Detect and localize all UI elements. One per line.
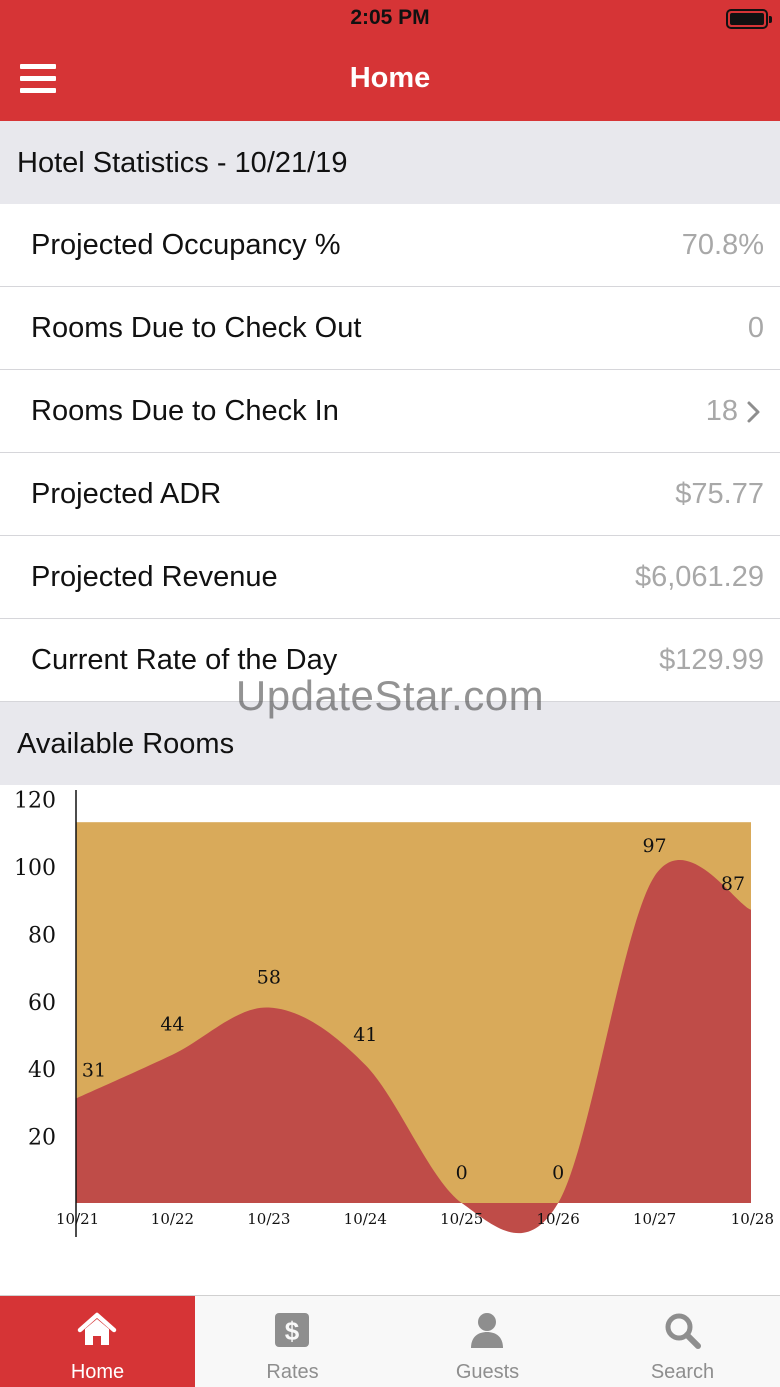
stat-value: $129.99 bbox=[659, 644, 764, 676]
stat-label: Current Rate of the Day bbox=[31, 644, 338, 676]
y-tick-label: 60 bbox=[28, 991, 56, 1016]
x-tick-label: 10/27 bbox=[633, 1210, 676, 1228]
tab-guests[interactable]: Guests bbox=[390, 1296, 585, 1387]
hamburger-menu-icon[interactable] bbox=[20, 64, 56, 94]
stat-row-projected-revenue: Projected Revenue $6,061.29 bbox=[0, 536, 780, 619]
data-label: 58 bbox=[257, 967, 281, 989]
stat-row-current-rate: Current Rate of the Day $129.99 bbox=[0, 619, 780, 702]
tab-label: Search bbox=[650, 1361, 715, 1383]
x-tick-label: 10/24 bbox=[344, 1210, 387, 1228]
tab-rates[interactable]: $ Rates bbox=[195, 1296, 390, 1387]
magnifier-icon bbox=[665, 1313, 701, 1349]
section-header-hotel-statistics: Hotel Statistics - 10/21/19 bbox=[0, 121, 780, 204]
y-tick-label: 120 bbox=[14, 789, 56, 814]
stat-row-rooms-check-out: Rooms Due to Check Out 0 bbox=[0, 287, 780, 370]
data-label: 31 bbox=[82, 1060, 106, 1082]
dollar-icon: $ bbox=[275, 1313, 309, 1347]
x-tick-label: 10/25 bbox=[440, 1210, 483, 1228]
x-tick-label: 10/28 bbox=[731, 1210, 774, 1228]
tab-label: Rates bbox=[266, 1361, 319, 1383]
stat-value: 70.8% bbox=[681, 229, 764, 261]
stat-value: $6,061.29 bbox=[634, 561, 764, 593]
stat-label: Projected ADR bbox=[31, 478, 222, 510]
section-header-label: Hotel Statistics - 10/21/19 bbox=[17, 147, 348, 179]
stat-row-projected-occupancy: Projected Occupancy % 70.8% bbox=[0, 204, 780, 287]
tab-search[interactable]: Search bbox=[585, 1296, 780, 1387]
page-title: Home bbox=[349, 62, 431, 94]
stat-label: Rooms Due to Check In bbox=[31, 395, 339, 427]
data-label: 97 bbox=[642, 835, 666, 857]
navigation-bar: Home bbox=[0, 38, 780, 121]
data-label: 0 bbox=[552, 1162, 564, 1184]
x-tick-label: 10/23 bbox=[247, 1210, 290, 1228]
data-label: 41 bbox=[353, 1024, 377, 1046]
available-rooms-chart: 20 40 60 80 100 120 10/21 10/22 10/23 10/24 10/25 1… bbox=[14, 789, 774, 1237]
stat-row-projected-adr: Projected ADR $75.77 bbox=[0, 453, 780, 536]
battery-icon bbox=[726, 9, 772, 29]
stat-label: Projected Revenue bbox=[31, 561, 278, 593]
x-tick-label: 10/26 bbox=[537, 1210, 580, 1228]
section-header-label: Available Rooms bbox=[17, 728, 235, 760]
person-icon bbox=[471, 1313, 503, 1348]
stat-label: Projected Occupancy % bbox=[31, 229, 341, 261]
stat-value: 0 bbox=[747, 312, 764, 344]
stat-row-rooms-check-in[interactable]: Rooms Due to Check In 18 bbox=[0, 370, 780, 453]
y-tick-label: 80 bbox=[28, 923, 56, 948]
stat-label: Rooms Due to Check Out bbox=[31, 312, 362, 344]
y-tick-label: 40 bbox=[28, 1058, 56, 1083]
x-tick-label: 10/22 bbox=[151, 1210, 194, 1228]
tab-label: Guests bbox=[455, 1361, 520, 1383]
data-label: 0 bbox=[456, 1162, 468, 1184]
tab-home[interactable]: Home bbox=[0, 1296, 195, 1387]
data-label: 44 bbox=[160, 1014, 184, 1036]
status-bar: 2:05 PM bbox=[0, 0, 780, 38]
y-tick-label: 100 bbox=[14, 856, 56, 881]
available-rooms-chart-container: 20 40 60 80 100 120 10/21 10/22 10/23 10/24 10/25 1… bbox=[0, 785, 780, 1295]
tab-bar: Home $ Rates Guests Search bbox=[0, 1295, 780, 1387]
data-label: 87 bbox=[721, 873, 745, 895]
available-rooms-series-area bbox=[76, 859, 751, 1234]
chevron-right-icon bbox=[747, 401, 760, 423]
stat-value: 18 bbox=[705, 395, 738, 427]
status-time: 2:05 PM bbox=[350, 6, 430, 29]
section-header-available-rooms: Available Rooms bbox=[0, 702, 780, 785]
home-icon bbox=[77, 1312, 117, 1345]
tab-label: Home bbox=[70, 1361, 125, 1383]
svg-text:$: $ bbox=[285, 1316, 300, 1346]
y-tick-label: 20 bbox=[28, 1126, 56, 1151]
stat-value: $75.77 bbox=[675, 478, 764, 510]
x-tick-label: 10/21 bbox=[56, 1210, 99, 1228]
